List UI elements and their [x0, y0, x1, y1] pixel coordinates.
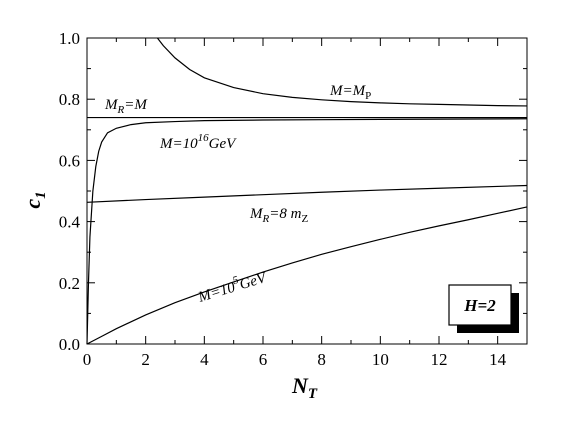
y-tick-label: 0.0	[59, 335, 80, 354]
label-mr-8mz-main: M	[249, 206, 264, 222]
label-mr-equals-m-tail: =M	[124, 97, 148, 113]
label-m-1e16-sup: 16	[198, 132, 210, 144]
x-axis-title-main: N	[291, 373, 309, 398]
x-axis-title: NT	[291, 373, 318, 402]
label-m-planck-main: M=M	[329, 83, 367, 99]
x-tick-label: 2	[141, 350, 150, 369]
h2-box-label: H=2	[463, 296, 496, 315]
y-tick-label: 0.6	[59, 151, 80, 170]
label-m-1e16-tail: GeV	[209, 136, 237, 152]
curve-mr-8mz	[86, 184, 528, 203]
label-m-planck: M=MP	[329, 83, 371, 102]
label-m-1e5-tail: GeV	[238, 270, 270, 294]
label-mr-8mz-tail: =8 m	[269, 206, 301, 222]
x-tick-label: 8	[317, 350, 326, 369]
label-m-1e16: M=1016GeV	[159, 132, 237, 152]
y-tick-label: 1.0	[59, 29, 80, 48]
x-tick-label: 14	[489, 350, 507, 369]
y-axis-ticks: 0.0 0.2 0.4 0.6 0.8 1.0	[59, 29, 527, 354]
x-tick-label: 4	[200, 350, 209, 369]
y-axis-title-main: c	[20, 199, 45, 209]
x-tick-label: 10	[372, 350, 389, 369]
y-tick-label: 0.2	[59, 274, 80, 293]
y-tick-label: 0.8	[59, 90, 80, 109]
y-tick-label: 0.4	[59, 213, 81, 232]
label-m-1e16-main: M=10	[159, 136, 198, 152]
h2-annotation-box: H=2	[448, 284, 519, 333]
label-m-1e5: M=105GeV	[194, 266, 269, 306]
label-mr-equals-m-sub: R	[117, 104, 125, 116]
label-m-planck-sub: P	[365, 90, 371, 102]
label-mr-equals-m: MR=M	[104, 97, 148, 116]
x-axis-ticks: 0 2 4 6 8 10 12 14	[83, 38, 507, 369]
curve-m-planck	[156, 37, 528, 107]
h2-box	[448, 284, 512, 326]
curves	[86, 37, 528, 345]
curve-m-1e16	[86, 118, 528, 345]
label-mr-8mz: MR=8 mZ	[249, 206, 308, 225]
label-m-1e5-main: M=10	[196, 279, 238, 306]
label-mr-equals-m-main: M	[104, 97, 119, 113]
label-m-1e5-sup: 5	[231, 274, 240, 287]
x-tick-label: 0	[83, 350, 92, 369]
label-mr-8mz-sub: R	[262, 213, 270, 225]
y-axis-title-sub: 1	[33, 191, 49, 199]
y-axis-title: c1	[20, 191, 49, 208]
x-tick-label: 6	[259, 350, 268, 369]
curve-m-1e5	[86, 206, 528, 345]
x-tick-label: 12	[431, 350, 448, 369]
x-axis-title-sub: T	[308, 386, 318, 402]
label-mr-8mz-sub2: Z	[301, 213, 308, 225]
